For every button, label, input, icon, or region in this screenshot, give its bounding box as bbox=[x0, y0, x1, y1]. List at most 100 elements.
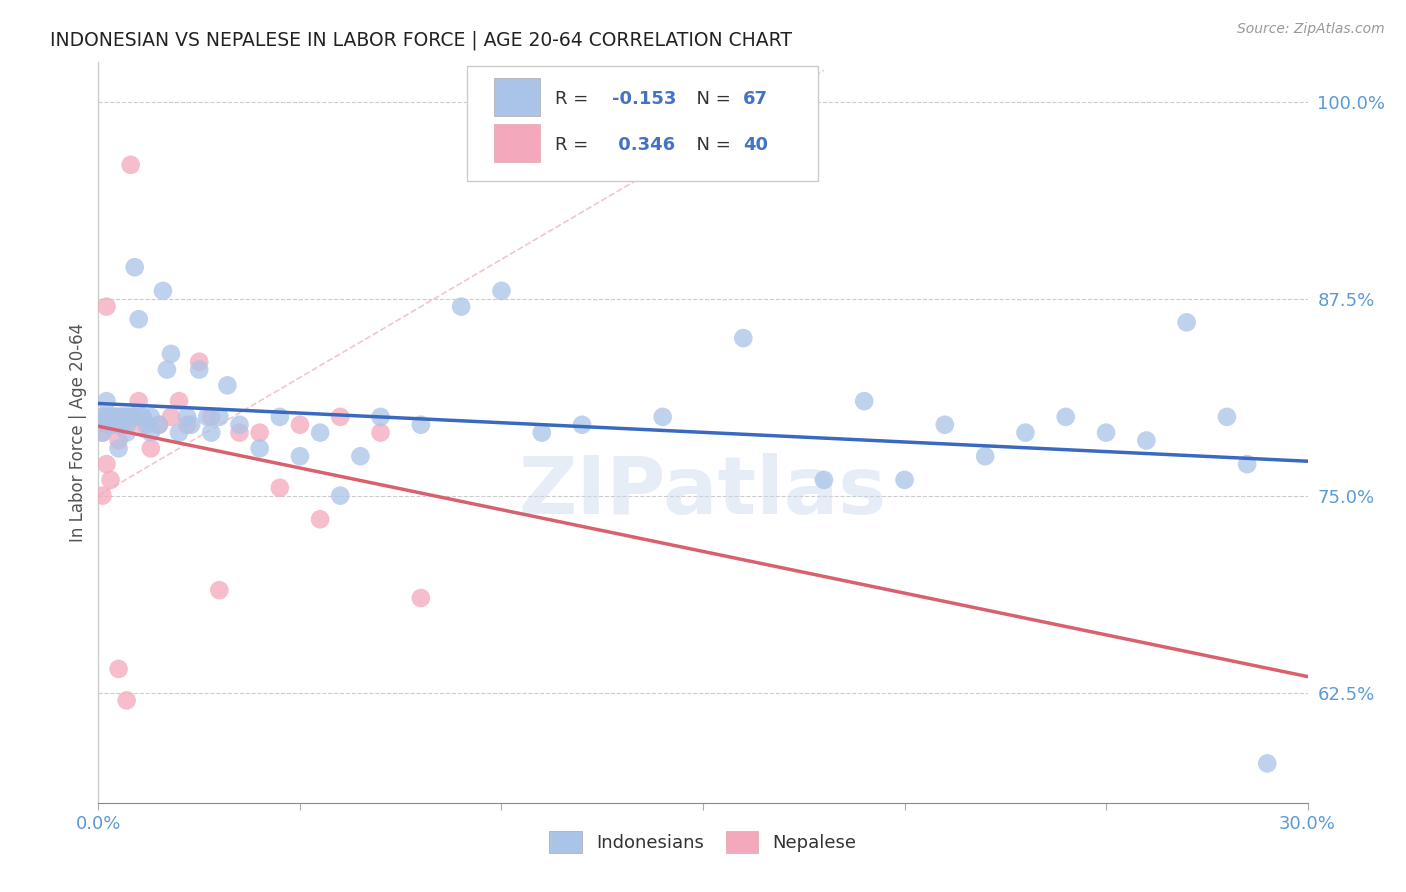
Point bbox=[111, 409, 134, 424]
Point bbox=[96, 409, 118, 424]
Point bbox=[180, 417, 202, 432]
Point bbox=[167, 394, 190, 409]
Text: ZIPatlas: ZIPatlas bbox=[519, 453, 887, 531]
Text: INDONESIAN VS NEPALESE IN LABOR FORCE | AGE 20-64 CORRELATION CHART: INDONESIAN VS NEPALESE IN LABOR FORCE | … bbox=[51, 30, 792, 50]
Point bbox=[91, 425, 114, 440]
Point bbox=[115, 425, 138, 440]
Text: N =: N = bbox=[685, 136, 737, 153]
Point bbox=[329, 409, 352, 424]
Point bbox=[733, 331, 755, 345]
Point bbox=[200, 409, 222, 424]
Point bbox=[893, 473, 915, 487]
Point bbox=[228, 417, 250, 432]
Point bbox=[115, 409, 138, 424]
Point bbox=[1175, 315, 1198, 329]
Text: Source: ZipAtlas.com: Source: ZipAtlas.com bbox=[1237, 22, 1385, 37]
Point bbox=[96, 394, 118, 409]
Point bbox=[128, 394, 150, 409]
Point bbox=[120, 158, 142, 172]
Point bbox=[103, 409, 125, 424]
Point bbox=[107, 442, 129, 456]
Point bbox=[115, 409, 138, 424]
Point bbox=[349, 449, 371, 463]
Point bbox=[853, 394, 876, 409]
Point bbox=[120, 409, 142, 424]
Point bbox=[167, 425, 190, 440]
Point bbox=[103, 417, 125, 432]
Point bbox=[530, 425, 553, 440]
Point bbox=[91, 425, 114, 440]
Point bbox=[249, 425, 271, 440]
Point bbox=[813, 473, 835, 487]
Point bbox=[288, 449, 311, 463]
Point bbox=[934, 417, 956, 432]
Legend: Indonesians, Nepalese: Indonesians, Nepalese bbox=[543, 824, 863, 861]
Point bbox=[188, 355, 211, 369]
Point bbox=[107, 409, 129, 424]
Point bbox=[100, 473, 122, 487]
Point bbox=[107, 662, 129, 676]
Point bbox=[409, 591, 432, 605]
Point bbox=[200, 425, 222, 440]
Point bbox=[176, 409, 198, 424]
Point bbox=[329, 489, 352, 503]
Point bbox=[269, 481, 291, 495]
Point bbox=[132, 409, 155, 424]
Point bbox=[370, 425, 392, 440]
Point bbox=[1014, 425, 1036, 440]
Point bbox=[103, 409, 125, 424]
Point bbox=[124, 409, 146, 424]
Point bbox=[228, 425, 250, 440]
Point bbox=[107, 409, 129, 424]
Point bbox=[1216, 409, 1239, 424]
Point bbox=[217, 378, 239, 392]
FancyBboxPatch shape bbox=[467, 66, 818, 181]
Point bbox=[111, 409, 134, 424]
Point bbox=[100, 409, 122, 424]
Point bbox=[132, 417, 155, 432]
Point bbox=[91, 489, 114, 503]
Point bbox=[152, 284, 174, 298]
Point bbox=[176, 417, 198, 432]
Point bbox=[111, 409, 134, 424]
Point bbox=[124, 409, 146, 424]
Point bbox=[100, 409, 122, 424]
Point bbox=[96, 409, 118, 424]
Point bbox=[91, 409, 114, 424]
Y-axis label: In Labor Force | Age 20-64: In Labor Force | Age 20-64 bbox=[69, 323, 87, 542]
Point bbox=[160, 347, 183, 361]
Point bbox=[107, 417, 129, 432]
Point bbox=[96, 300, 118, 314]
Point bbox=[139, 425, 162, 440]
Point bbox=[115, 409, 138, 424]
Point bbox=[195, 409, 218, 424]
Point bbox=[148, 417, 170, 432]
Point bbox=[269, 409, 291, 424]
Text: 67: 67 bbox=[742, 90, 768, 108]
Point bbox=[103, 409, 125, 424]
Point bbox=[1054, 409, 1077, 424]
Point bbox=[208, 409, 231, 424]
Point bbox=[188, 362, 211, 376]
Point bbox=[148, 417, 170, 432]
Point bbox=[450, 300, 472, 314]
Text: R =: R = bbox=[555, 136, 595, 153]
Point bbox=[651, 409, 673, 424]
Point bbox=[111, 417, 134, 432]
Point bbox=[156, 362, 179, 376]
FancyBboxPatch shape bbox=[494, 124, 540, 162]
Point bbox=[1135, 434, 1157, 448]
Point bbox=[100, 409, 122, 424]
Point bbox=[107, 434, 129, 448]
Point bbox=[91, 409, 114, 424]
Point bbox=[160, 409, 183, 424]
Text: -0.153: -0.153 bbox=[613, 90, 676, 108]
Text: N =: N = bbox=[685, 90, 737, 108]
Point bbox=[139, 442, 162, 456]
Point bbox=[135, 417, 157, 432]
Point bbox=[96, 457, 118, 471]
Point bbox=[974, 449, 997, 463]
Point bbox=[1095, 425, 1118, 440]
Point bbox=[309, 512, 332, 526]
Point bbox=[100, 417, 122, 432]
